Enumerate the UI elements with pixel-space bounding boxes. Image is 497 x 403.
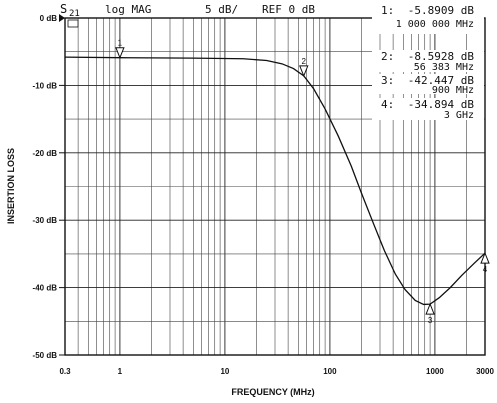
param-sub: 21	[69, 9, 80, 19]
marker3-label: 3:	[381, 74, 394, 87]
marker-triangle-3	[425, 302, 435, 315]
marker-glyphs: 1 2 3 4	[59, 14, 490, 325]
marker-triangle-2	[299, 65, 309, 78]
marker-triangle-1	[115, 47, 125, 60]
x-tick-label: 1	[118, 367, 123, 376]
marker1-readout-bg	[372, 6, 484, 34]
marker-number-2: 2	[302, 57, 307, 66]
plot-frame	[64, 17, 486, 356]
marker1-label: 1:	[381, 4, 394, 17]
marker-number-1: 1	[118, 39, 123, 48]
x-tick-label: 0.3	[59, 367, 71, 376]
y-tick-label: -40 dB	[33, 284, 58, 293]
channel-indicator-icon	[67, 19, 79, 28]
ref-label: REF 0 dB	[262, 3, 315, 16]
marker-number-4: 4	[483, 265, 488, 274]
y-tick-label: 0 dB	[40, 14, 58, 23]
y-tick-label: -30 dB	[33, 216, 58, 225]
param-main: S	[60, 2, 67, 16]
marker2-label: 2:	[381, 50, 394, 63]
marker-number-3: 3	[428, 316, 433, 325]
x-tick-label: 10	[220, 367, 229, 376]
marker1-freq: 1 000 000 MHz	[396, 19, 474, 30]
marker2-readout-bg	[372, 50, 484, 72]
y-tick-labels: 0 dB -10 dB -20 dB -30 dB -40 dB -50 dB	[33, 14, 65, 360]
y-tick-label: -10 dB	[33, 81, 58, 90]
marker2-value: -8.5928 dB	[408, 50, 475, 63]
marker3-value: -42.447 dB	[408, 74, 475, 87]
x-tick-label: 3000	[476, 367, 494, 376]
marker4-value: -34.894 dB	[408, 98, 475, 111]
marker-triangle-4	[480, 251, 490, 264]
y-tick-label: -20 dB	[33, 149, 58, 158]
marker4-readout-bg	[372, 98, 484, 120]
scale-label: 5 dB/	[205, 3, 238, 16]
marker1-value: -5.8909 dB	[408, 4, 475, 17]
x-tick-label: 100	[323, 367, 337, 376]
marker2-freq: 56 383 MHz	[414, 62, 474, 73]
marker4-freq: 3 GHz	[444, 110, 474, 121]
marker3-readout-bg	[372, 74, 484, 94]
s21-trace	[64, 56, 486, 306]
x-axis-label: FREQUENCY (MHz)	[231, 387, 314, 397]
x-tick-label: 1000	[426, 367, 444, 376]
marker4-label: 4:	[381, 98, 394, 111]
x-tick-labels: 0.3 1 10 100 1000 3000	[59, 367, 494, 376]
marker3-freq: 900 MHz	[432, 85, 474, 96]
y-axis-label: INSERTION LOSS	[6, 148, 16, 224]
y-tick-label: -50 dB	[33, 351, 58, 360]
format-label: log MAG	[105, 3, 151, 16]
